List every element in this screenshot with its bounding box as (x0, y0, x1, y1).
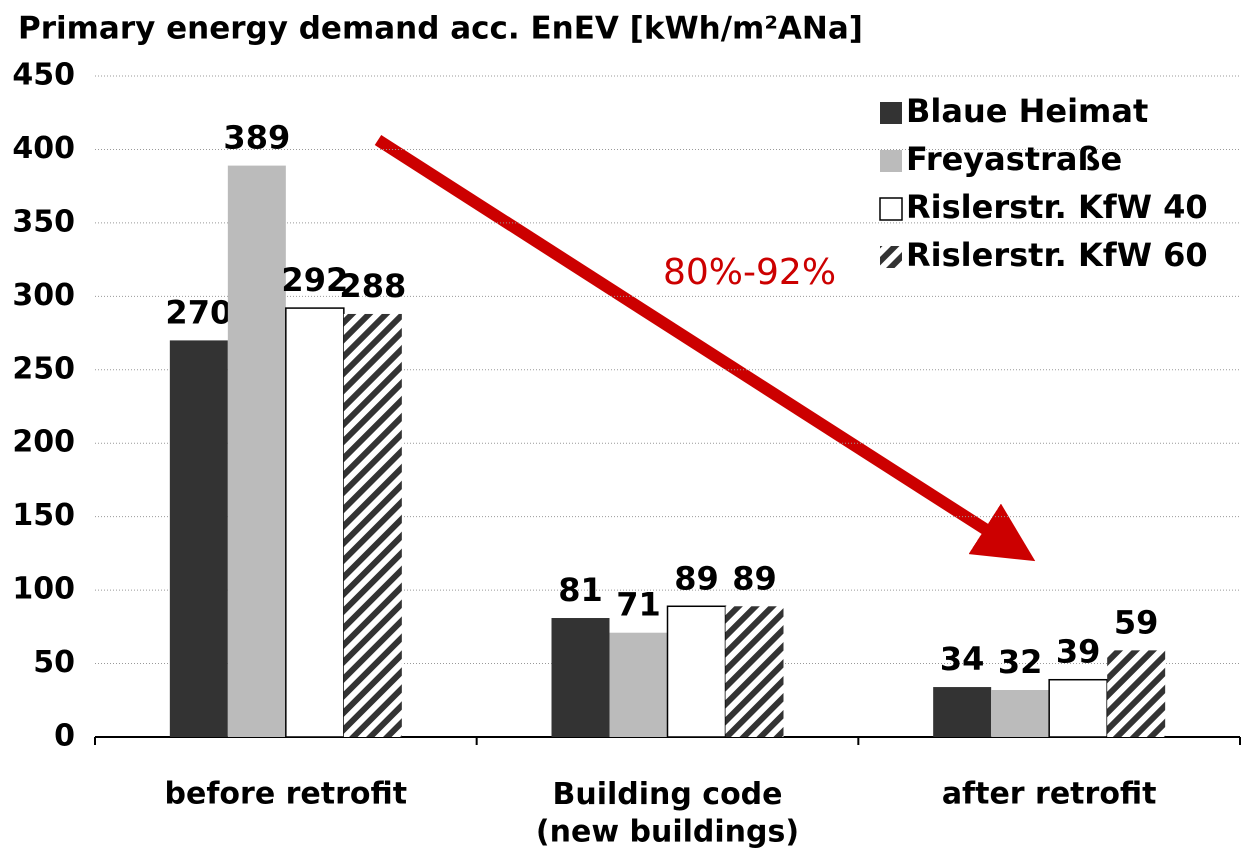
x-tick-label: before retrofit (165, 777, 408, 812)
data-label: 89 (732, 559, 777, 597)
y-tick-label: 0 (54, 719, 75, 754)
legend-swatch (879, 197, 903, 221)
data-label: 288 (339, 267, 406, 305)
bar (285, 307, 345, 738)
y-tick-label: 100 (12, 572, 75, 607)
bar (933, 687, 992, 737)
legend-label: Freyastraße (906, 140, 1122, 178)
y-tick-label: 300 (12, 278, 75, 313)
bar (991, 689, 1050, 737)
y-tick-label: 150 (12, 498, 75, 533)
data-label: 34 (940, 640, 985, 678)
bar (609, 632, 668, 737)
y-tick-label: 400 (12, 131, 75, 166)
data-label: 39 (1056, 633, 1101, 671)
legend-label: Rislerstr. KfW 40 (906, 188, 1208, 226)
data-label: 59 (1114, 603, 1159, 641)
x-tick-label: Building code (new buildings) (536, 777, 799, 850)
legend-swatch (880, 102, 902, 124)
data-label: 270 (165, 293, 232, 331)
x-tick-label: after retrofit (942, 777, 1157, 812)
bar (1048, 678, 1108, 738)
data-label: 389 (223, 119, 290, 157)
data-label: 292 (281, 261, 348, 299)
bar (666, 605, 727, 738)
y-tick-label: 450 (12, 58, 75, 93)
y-tick-label: 350 (12, 204, 75, 239)
legend-swatch (880, 150, 902, 172)
bar (227, 165, 286, 737)
data-label: 71 (616, 586, 661, 624)
trend-arrow (374, 134, 1036, 562)
bar (1107, 650, 1166, 737)
legend-label: Blaue Heimat (906, 92, 1148, 130)
data-label: 81 (558, 571, 603, 609)
data-label: 32 (998, 643, 1043, 681)
bar (551, 618, 610, 737)
annotation: 80%-92% (663, 252, 836, 293)
chart-title: Primary energy demand acc. EnEV [kWh/m²A… (18, 11, 863, 47)
y-tick-label: 200 (12, 425, 75, 460)
bar (169, 340, 228, 737)
y-tick-label: 250 (12, 351, 75, 386)
bar (725, 606, 784, 737)
legend-label: Rislerstr. KfW 60 (906, 236, 1208, 274)
bar (343, 313, 402, 737)
legend-swatch (880, 246, 902, 268)
y-tick-label: 50 (33, 645, 75, 680)
data-label: 89 (674, 559, 719, 597)
